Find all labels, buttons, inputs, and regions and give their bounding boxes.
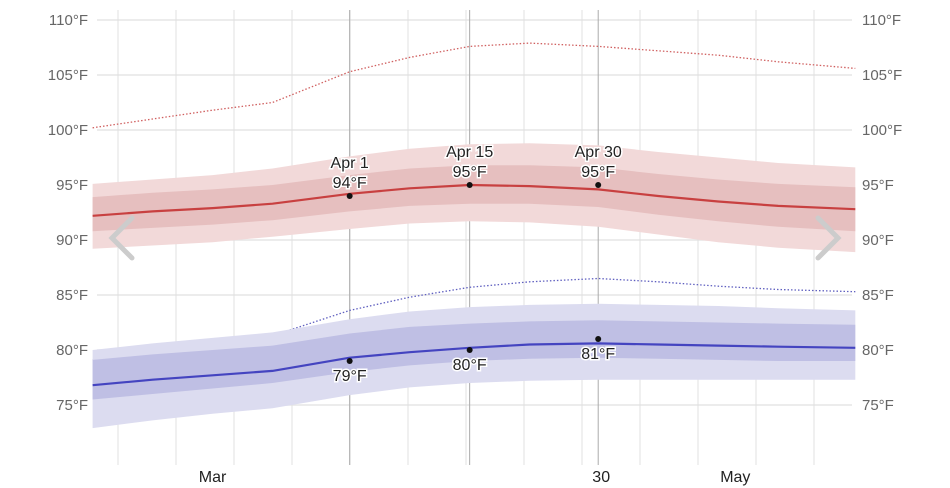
y-tick-label-left: 100°F (48, 122, 88, 139)
y-tick-label-right: 85°F (862, 287, 894, 304)
y-tick-label-right: 95°F (862, 177, 894, 194)
annotation-date: Apr 1 (331, 155, 369, 172)
chevron-right-icon[interactable] (815, 215, 842, 261)
y-tick-label-left: 80°F (56, 342, 88, 359)
annotation-low-value: 81°F (581, 346, 615, 363)
chevron-left-icon[interactable] (108, 215, 135, 261)
annotation-date: Apr 30 (575, 144, 622, 161)
y-tick-label-left: 90°F (56, 232, 88, 249)
annotation-low-value: 80°F (453, 357, 487, 374)
y-tick-label-left: 110°F (49, 12, 88, 29)
x-tick-label: Mar (199, 469, 227, 486)
annotation-high-value: 95°F (453, 164, 487, 181)
y-tick-label-left: 85°F (56, 287, 88, 304)
low-record-line (92, 277, 856, 361)
x-tick-label: 30 (592, 469, 610, 486)
high-record-line (92, 42, 856, 129)
high-point (466, 182, 473, 188)
low-point (595, 336, 602, 342)
y-tick-label-right: 100°F (862, 122, 902, 139)
y-tick-label-right: 75°F (862, 397, 894, 414)
y-tick-label-right: 105°F (862, 67, 902, 84)
high-point (595, 182, 602, 188)
annotation-high-value: 94°F (333, 175, 367, 192)
high-inner-band (92, 165, 856, 232)
low-inner-band (92, 320, 856, 400)
low-point (466, 347, 473, 353)
annotation-low-value: 79°F (333, 368, 367, 385)
y-tick-label-right: 90°F (862, 232, 894, 249)
annotation-high-value: 95°F (581, 164, 615, 181)
y-tick-label-left: 105°F (48, 67, 88, 84)
y-tick-label-right: 110°F (862, 12, 901, 29)
x-tick-label: May (720, 469, 750, 486)
low-point (346, 358, 353, 364)
y-tick-label-right: 80°F (862, 342, 894, 359)
y-tick-label-left: 95°F (56, 177, 88, 194)
annotation-date: Apr 15 (446, 144, 493, 161)
high-point (346, 193, 353, 199)
y-tick-label-left: 75°F (56, 397, 88, 414)
